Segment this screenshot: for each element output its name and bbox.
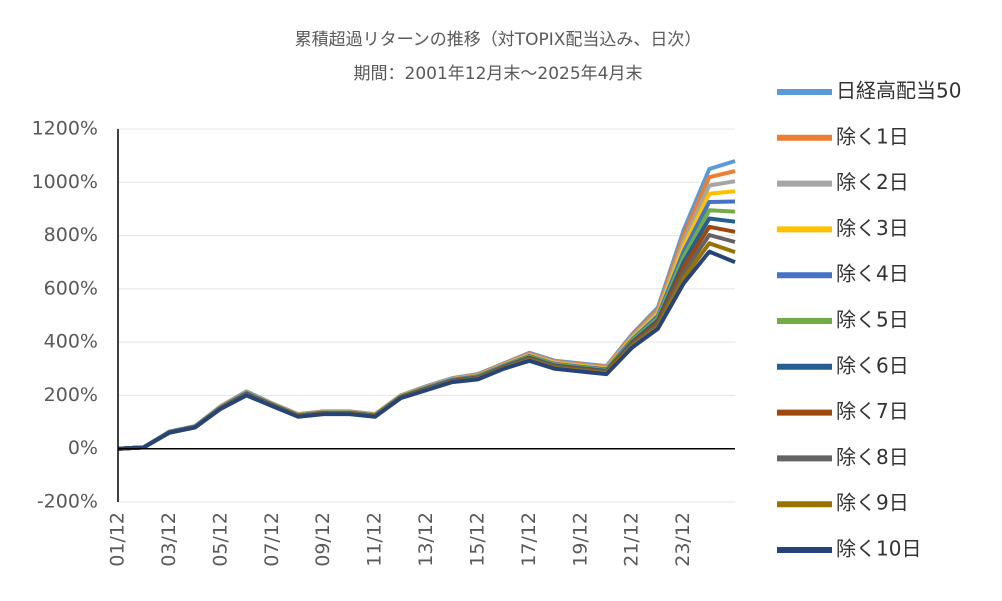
- x-tick-label: 21/12: [621, 512, 643, 567]
- legend-label: 除く9日: [836, 491, 909, 515]
- x-tick-label: 13/12: [415, 512, 437, 567]
- x-tick-label: 09/12: [312, 512, 334, 567]
- x-tick-label: 15/12: [466, 512, 488, 567]
- legend-label: 除く10日: [836, 537, 921, 561]
- legend-label: 除く1日: [836, 124, 909, 148]
- x-tick-label: 17/12: [518, 512, 540, 567]
- x-tick-label: 03/12: [158, 512, 180, 567]
- y-tick-label: 600%: [44, 277, 98, 299]
- x-tick-label: 01/12: [107, 512, 129, 567]
- x-tick-label: 05/12: [209, 512, 231, 567]
- x-tick-label: 19/12: [569, 512, 591, 567]
- series-line: [117, 249, 736, 451]
- chart-title: 累積超過リターンの推移（対TOPIX配当込み、日次）: [295, 30, 702, 50]
- y-tick-label: 800%: [44, 224, 98, 246]
- chart-subtitle: 期間：2001年12月末～2025年4月末: [354, 64, 643, 84]
- x-tick-label: 23/12: [672, 512, 694, 567]
- y-tick-label: 1200%: [32, 118, 98, 140]
- y-tick-label: 200%: [44, 384, 98, 406]
- legend-label: 除く8日: [836, 445, 909, 469]
- y-tick-label: 1000%: [32, 171, 98, 193]
- legend-label: 除く5日: [836, 308, 909, 332]
- legend-label: 除く4日: [836, 262, 909, 286]
- legend-label: 除く6日: [836, 353, 909, 377]
- legend-label: 日経高配当50: [836, 79, 961, 103]
- y-tick-label: 0%: [68, 437, 98, 459]
- x-tick-label: 07/12: [261, 512, 283, 567]
- y-tick-label: 400%: [44, 331, 98, 353]
- legend-label: 除く3日: [836, 216, 909, 240]
- legend-label: 除く2日: [836, 170, 909, 194]
- x-tick-label: 11/12: [364, 512, 386, 567]
- y-tick-label: -200%: [37, 491, 98, 513]
- legend-label: 除く7日: [836, 399, 909, 423]
